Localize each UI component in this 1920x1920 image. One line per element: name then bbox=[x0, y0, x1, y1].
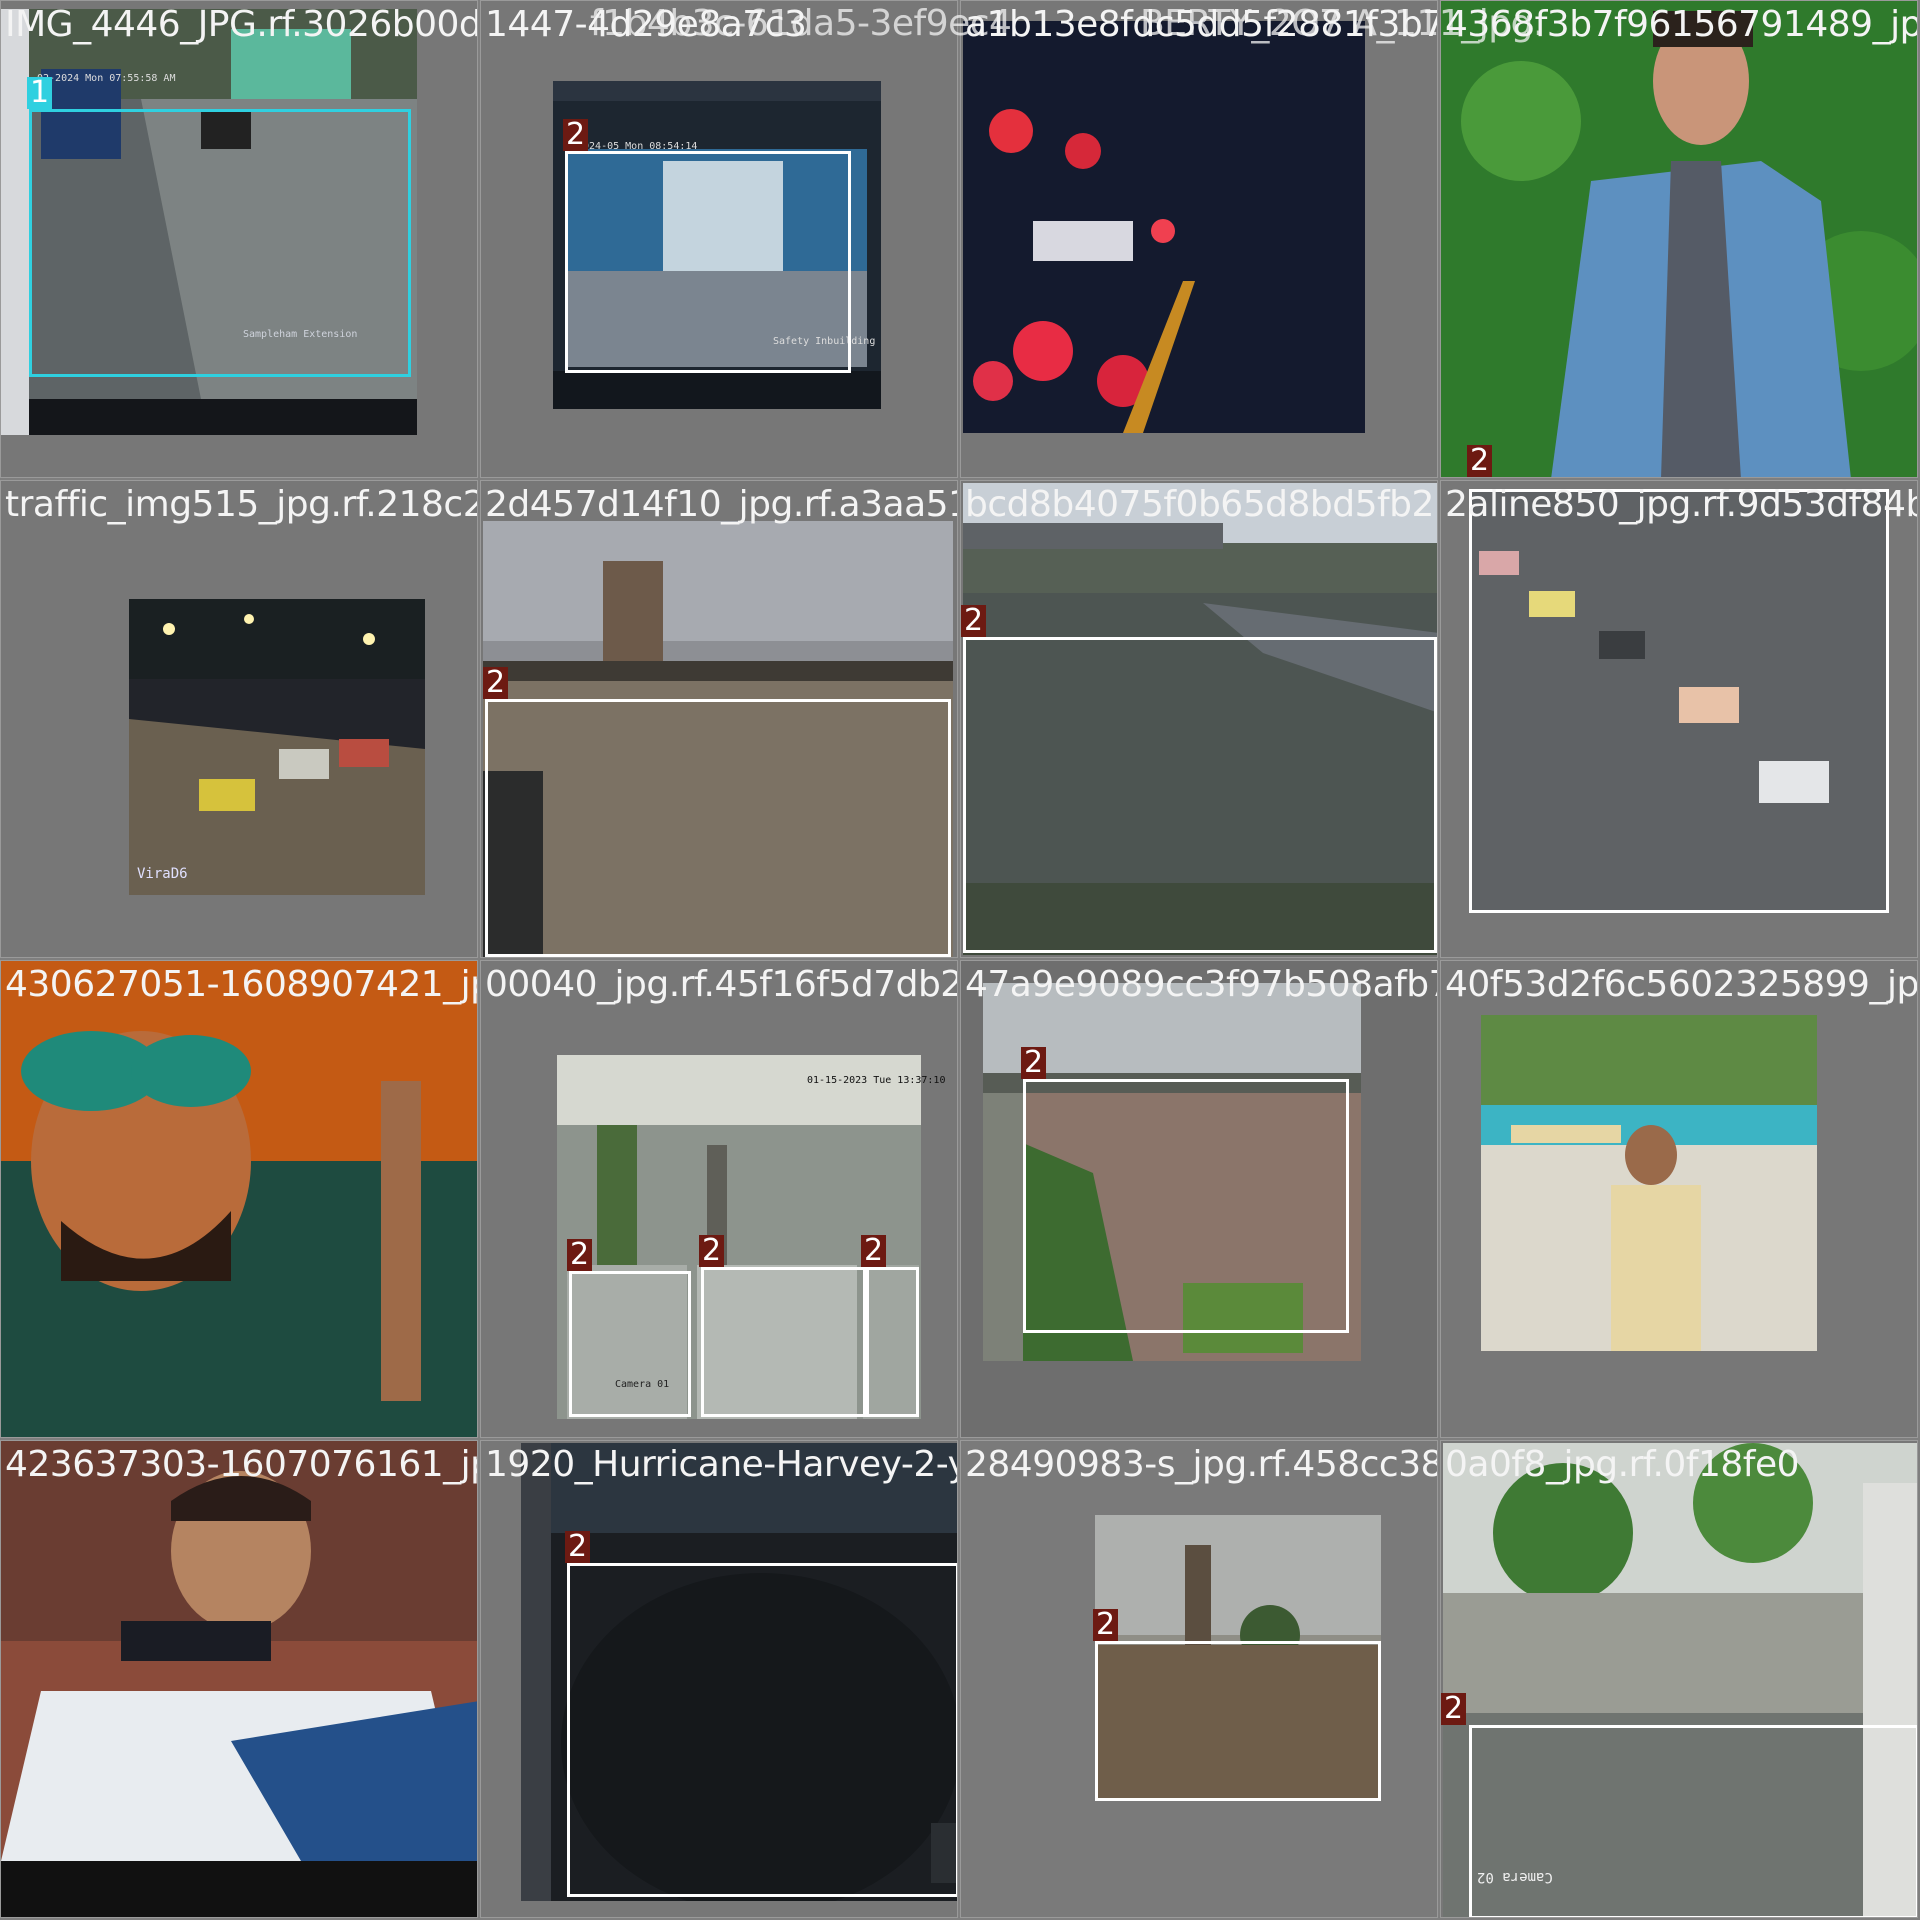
tile-photo bbox=[1, 9, 417, 435]
tile-filename: 47a9e9089cc3f97b508afb7f2 bbox=[965, 964, 1438, 1005]
tile-filename: 2d457d14f10_jpg.rf.a3aa51e395 bbox=[485, 484, 957, 525]
mosaic-tile: 2 bcd8b4075f0b65d8bd5fb2 bbox=[960, 480, 1438, 958]
tile-filename: IMG_4446_JPG.rf.3026b00d bbox=[5, 4, 478, 45]
class-label: 2 bbox=[1021, 1047, 1047, 1079]
tile-filename: 28490983-s_jpg.rf.458cc386ff bbox=[965, 1444, 1438, 1485]
tile-photo bbox=[963, 21, 1365, 433]
class-label: 2 bbox=[565, 1531, 591, 1563]
detection-box bbox=[565, 151, 851, 373]
tile-photo bbox=[1, 1441, 477, 1917]
detection-box bbox=[1095, 1641, 1381, 1801]
tile-photo bbox=[483, 521, 953, 957]
detection-box bbox=[29, 109, 411, 377]
tile-photo bbox=[1443, 1443, 1917, 1917]
tile-photo bbox=[521, 1443, 957, 1901]
class-label: 2 bbox=[961, 605, 987, 637]
tile-filename: 423637303-1607076161_jpeg bbox=[5, 1444, 477, 1485]
tile-filename: 4368f3b7f96156791489_jpe bbox=[1445, 4, 1918, 45]
class-label: 2 bbox=[567, 1239, 593, 1271]
tile-filename: 00040_jpg.rf.45f16f5d7db209e6 bbox=[485, 964, 958, 1005]
tile-filename-overlap: f1b4b3c-61da5-3ef9ec4 bbox=[590, 3, 1012, 44]
detection-box bbox=[863, 1267, 919, 1417]
tile-photo bbox=[553, 81, 881, 409]
timestamp-overlay: 01-15-2023 Tue 13:37:10 bbox=[807, 1075, 946, 1086]
tile-photo bbox=[1481, 1015, 1817, 1351]
tile-photo bbox=[1441, 1, 1917, 477]
class-label: 2 bbox=[861, 1235, 887, 1267]
detection-box bbox=[1023, 1079, 1349, 1333]
mosaic-tile: 2 1920_Hurricane-Harvey-2-year bbox=[480, 1440, 958, 1918]
mosaic-tile: 01-15-2023 Tue 13:37:10 Camera 01 2 2 2 … bbox=[480, 960, 958, 1438]
tile-filename: 0a0f8_jpg.rf.0f18fe0 bbox=[1445, 1444, 1800, 1485]
tile-filename-overlap: BERTY_2O7 A_111_jpg. bbox=[1140, 3, 1544, 44]
tile-photo bbox=[1469, 491, 1889, 911]
mosaic-tile: 2 4368f3b7f96156791489_jpe bbox=[1440, 0, 1918, 478]
class-label: 2 bbox=[1441, 1693, 1467, 1725]
tile-filename: a1b13e8fdc5dd5f2881f3b7f5 bbox=[965, 4, 1438, 45]
detection-box bbox=[1469, 1725, 1917, 1917]
mosaic-tile: 423637303-1607076161_jpeg bbox=[0, 1440, 478, 1918]
mosaic-tile: 40f53d2f6c5602325899_jpe bbox=[1440, 960, 1918, 1438]
mosaic-tile: a1b13e8fdc5dd5f2881f3b7f5 bbox=[960, 0, 1438, 478]
mosaic-tile: 2 47a9e9089cc3f97b508afb7f2 bbox=[960, 960, 1438, 1438]
detection-box bbox=[701, 1267, 869, 1417]
class-label: 1 bbox=[27, 77, 53, 109]
tile-filename: 2aline850_jpg.rf.9d53df84b4 bbox=[1445, 484, 1918, 525]
mosaic-tile: 430627051-1608907421_jpeg bbox=[0, 960, 478, 1438]
class-label: 2 bbox=[563, 119, 589, 151]
camera-caption: Sampleham Extension bbox=[243, 329, 358, 340]
tile-filename: 1447-4d29e8a7c3 bbox=[485, 4, 807, 45]
tile-photo bbox=[1, 961, 477, 1437]
camera-caption: ViraD6 bbox=[137, 866, 188, 882]
timestamp-overlay: 02-2024 Mon 07:55:58 AM bbox=[37, 73, 176, 84]
mosaic-tile: 2 2d457d14f10_jpg.rf.a3aa51e395 bbox=[480, 480, 958, 958]
mosaic-tile: Camera 02 2 0a0f8_jpg.rf.0f18fe0 bbox=[1440, 1440, 1918, 1918]
class-label: 2 bbox=[483, 667, 509, 699]
detection-box bbox=[485, 699, 951, 957]
tile-photo bbox=[1095, 1515, 1381, 1801]
mosaic-tile: 2024-05 Mon 08:54:14 Safety Inbuilding 2… bbox=[480, 0, 958, 478]
tile-filename: bcd8b4075f0b65d8bd5fb2 bbox=[965, 484, 1434, 525]
detection-box bbox=[963, 637, 1437, 953]
mosaic-tile: ViraD6 traffic_img515_jpg.rf.218c2c bbox=[0, 480, 478, 958]
camera-caption: Safety Inbuilding bbox=[773, 336, 876, 347]
detection-box bbox=[1469, 489, 1889, 913]
tile-filename: 40f53d2f6c5602325899_jpe bbox=[1445, 964, 1918, 1005]
mosaic-tile: 2 2aline850_jpg.rf.9d53df84b4 bbox=[1440, 480, 1918, 958]
tile-photo bbox=[963, 483, 1437, 955]
mosaic-tile: 02-2024 Mon 07:55:58 AM Sampleham Extens… bbox=[0, 0, 478, 478]
camera-caption: Camera 01 bbox=[615, 1379, 670, 1390]
tile-filename: 430627051-1608907421_jpeg bbox=[5, 964, 477, 1005]
class-label: 2 bbox=[699, 1235, 725, 1267]
detection-box bbox=[569, 1271, 691, 1417]
tile-photo bbox=[983, 983, 1361, 1361]
tile-filename: 1920_Hurricane-Harvey-2-year bbox=[485, 1444, 957, 1485]
tile-photo bbox=[557, 1055, 921, 1419]
tile-photo bbox=[129, 599, 425, 895]
class-label: 2 bbox=[1467, 445, 1493, 477]
mosaic-tile: 2 28490983-s_jpg.rf.458cc386ff bbox=[960, 1440, 1438, 1918]
detection-box bbox=[567, 1563, 957, 1897]
timestamp-overlay: 2024-05 Mon 08:54:14 bbox=[577, 141, 698, 152]
tile-filename: traffic_img515_jpg.rf.218c2c bbox=[5, 484, 478, 525]
class-label: 2 bbox=[1093, 1609, 1119, 1641]
detection-box bbox=[1469, 477, 1918, 478]
